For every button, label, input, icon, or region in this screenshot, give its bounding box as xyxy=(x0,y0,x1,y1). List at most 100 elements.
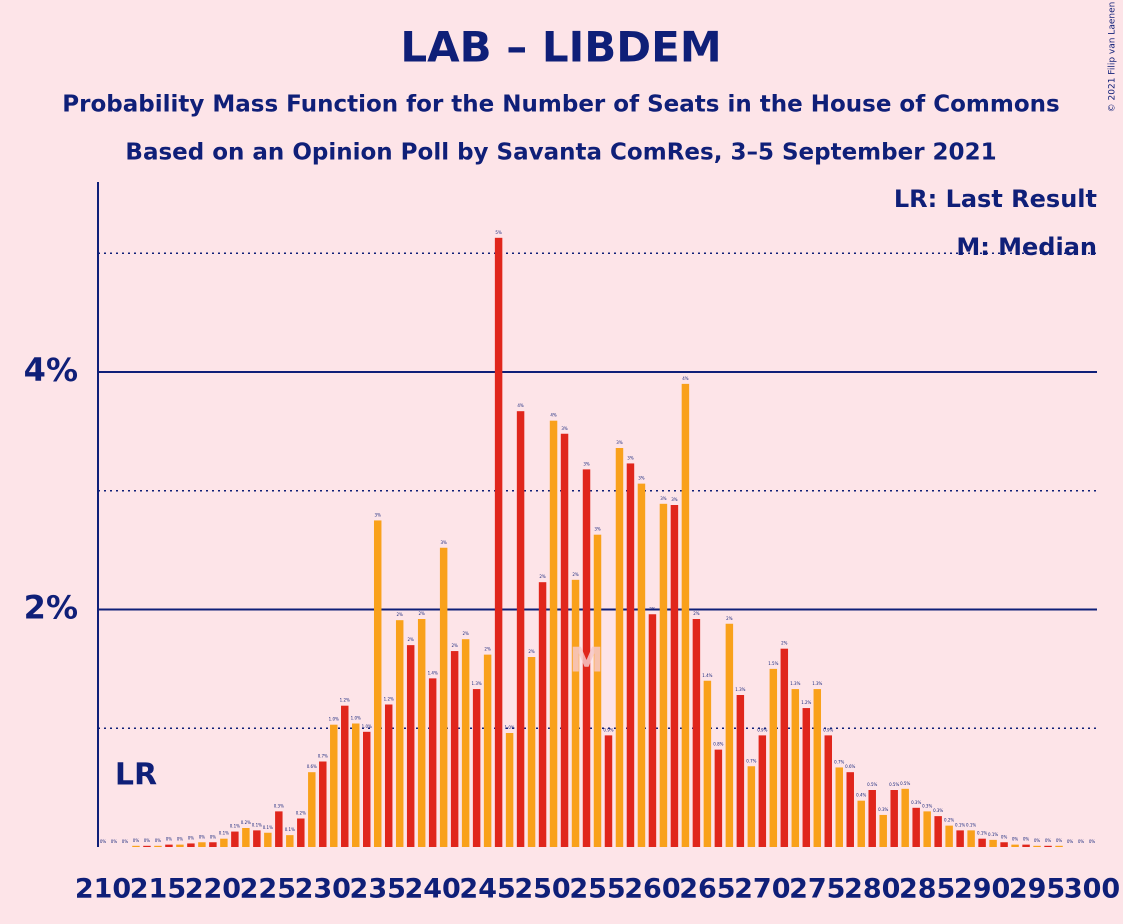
value-label: 0.1% xyxy=(285,827,295,832)
value-label: 0% xyxy=(199,834,206,839)
value-label: 4% xyxy=(682,376,689,381)
chart-subtitle: Based on an Opinion Poll by Savanta ComR… xyxy=(125,140,996,166)
bar xyxy=(395,620,404,847)
bar xyxy=(143,845,151,847)
bar xyxy=(253,830,261,847)
value-label: 0.2% xyxy=(944,818,954,823)
value-label: 2% xyxy=(528,649,535,654)
value-label: 1.0% xyxy=(329,717,339,722)
x-tick-label: 275 xyxy=(789,874,845,905)
bar xyxy=(604,735,613,847)
bar xyxy=(297,818,305,847)
value-label: 1.0% xyxy=(362,724,372,729)
bar xyxy=(835,767,843,847)
bar xyxy=(791,689,800,847)
bar xyxy=(945,825,953,847)
bar xyxy=(154,845,162,847)
bar xyxy=(494,237,503,847)
bar xyxy=(923,811,931,847)
value-label: 1.4% xyxy=(428,670,438,675)
value-label: 1.3% xyxy=(790,681,800,686)
bar xyxy=(846,772,854,847)
value-label: 3% xyxy=(616,440,623,445)
bar xyxy=(341,705,349,847)
value-label: 2% xyxy=(397,612,404,617)
value-label: 0.3% xyxy=(274,803,284,808)
x-tick-label: 245 xyxy=(459,874,515,905)
value-label: 3% xyxy=(561,426,568,431)
bar xyxy=(582,469,591,847)
value-label: 0.2% xyxy=(241,820,251,825)
last-result-label: LR xyxy=(115,758,157,793)
value-label: 0.1% xyxy=(263,825,273,830)
bar xyxy=(176,844,184,847)
value-label: 2% xyxy=(726,616,733,621)
value-label: 4% xyxy=(550,413,557,418)
x-tick-label: 265 xyxy=(679,874,735,905)
value-label: 0.1% xyxy=(230,824,240,829)
bar xyxy=(1022,844,1030,847)
value-label: 0.3% xyxy=(911,800,921,805)
bar xyxy=(714,749,723,847)
bar xyxy=(549,420,558,847)
bar xyxy=(275,811,283,847)
value-label: 2% xyxy=(408,637,415,642)
value-label: 0% xyxy=(111,839,118,844)
bar xyxy=(187,843,195,847)
bar xyxy=(1000,842,1008,847)
bar xyxy=(989,839,997,847)
value-label: 2% xyxy=(539,574,546,579)
bar xyxy=(1055,845,1063,847)
value-label: 5% xyxy=(495,230,502,235)
bar xyxy=(912,807,920,847)
bar xyxy=(857,800,865,847)
bar xyxy=(461,639,470,847)
value-label: 0% xyxy=(133,838,140,843)
bar xyxy=(978,838,986,847)
value-label: 2% xyxy=(781,641,788,646)
value-label: 0.2% xyxy=(296,811,306,816)
value-label: 0.1% xyxy=(977,831,987,836)
value-label: 1.4% xyxy=(702,673,712,678)
bar xyxy=(483,654,492,847)
value-label: 2% xyxy=(451,643,458,648)
x-tick-label: 240 xyxy=(404,874,460,905)
bar xyxy=(615,448,624,847)
value-label: 0.6% xyxy=(845,764,855,769)
x-tick-label: 290 xyxy=(954,874,1010,905)
value-label: 1.2% xyxy=(384,697,394,702)
value-label: 0.5% xyxy=(889,782,899,787)
value-label: 1.2% xyxy=(340,698,350,703)
value-label: 1.3% xyxy=(472,681,482,686)
value-label: 0% xyxy=(1078,839,1085,844)
bar xyxy=(527,657,536,847)
bar xyxy=(571,579,580,847)
bar xyxy=(1011,844,1019,847)
value-label: 0% xyxy=(1056,838,1063,843)
bar xyxy=(286,835,294,847)
value-label: 0.7% xyxy=(746,758,756,763)
x-tick-label: 300 xyxy=(1064,874,1120,905)
value-label: 0% xyxy=(122,839,129,844)
bar xyxy=(373,520,382,847)
bar xyxy=(780,648,789,847)
value-label: 0% xyxy=(1045,838,1052,843)
bar xyxy=(890,790,898,847)
x-tick-label: 225 xyxy=(240,874,296,905)
value-label: 1.3% xyxy=(735,687,745,692)
bar xyxy=(472,689,481,847)
value-label: 1.0% xyxy=(351,716,361,721)
value-label: 0% xyxy=(166,837,173,842)
value-label: 1.3% xyxy=(812,681,822,686)
bar xyxy=(132,845,140,847)
value-label: 2% xyxy=(572,572,579,577)
bar xyxy=(505,733,514,847)
bar xyxy=(725,623,734,847)
bar xyxy=(538,582,547,847)
bar xyxy=(736,695,745,847)
bar xyxy=(560,433,569,847)
value-label: 3% xyxy=(583,461,590,466)
bar xyxy=(747,766,756,847)
x-tick-label: 230 xyxy=(295,874,351,905)
